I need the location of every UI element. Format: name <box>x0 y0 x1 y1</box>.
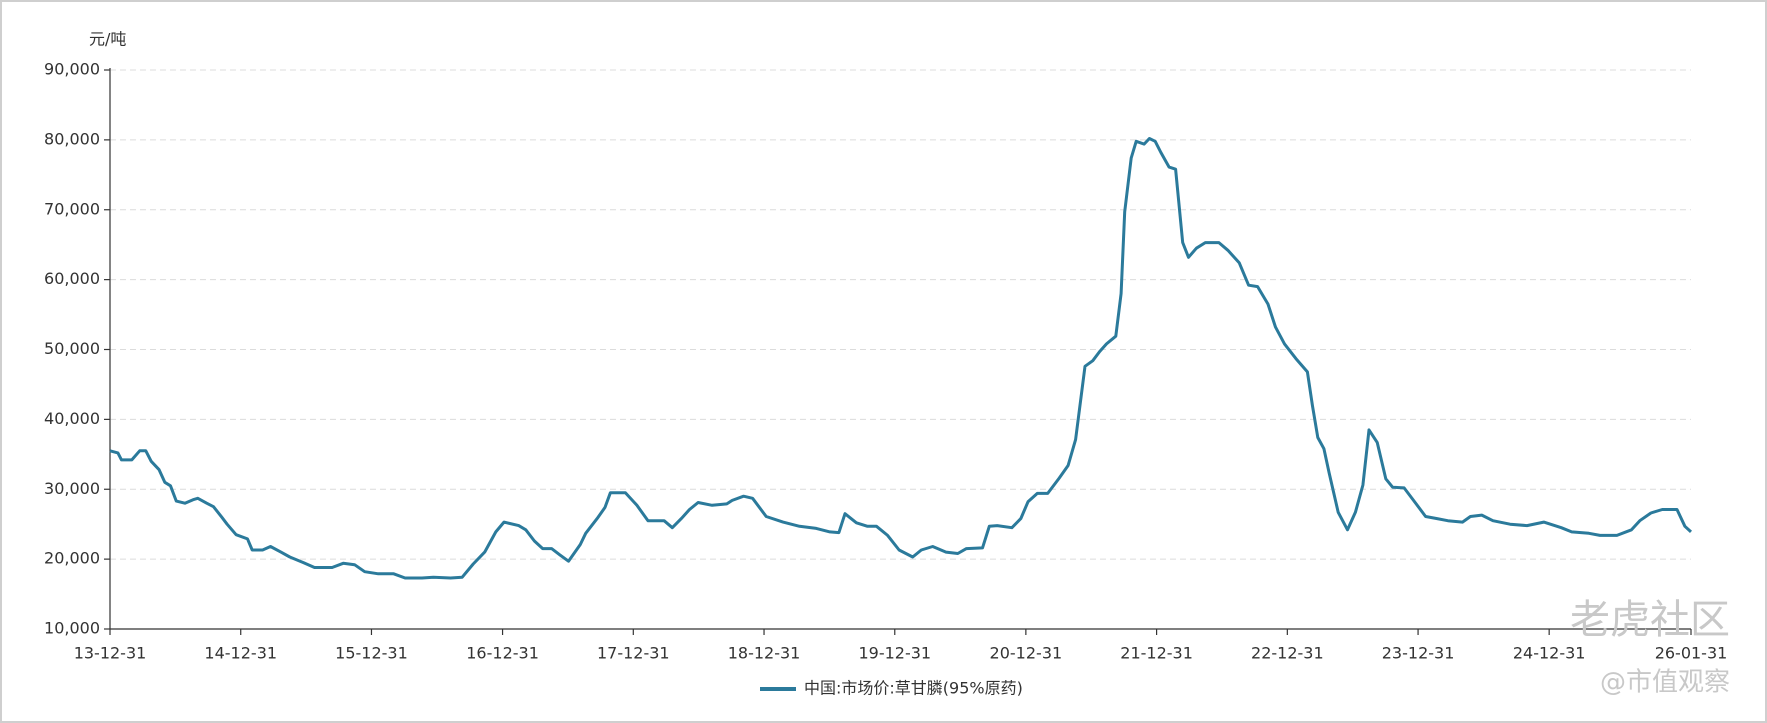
y-tick-label: 40,000 <box>44 409 100 428</box>
y-tick-label: 70,000 <box>44 199 100 218</box>
series-line <box>109 137 1693 580</box>
x-tick-label: 18-12-31 <box>728 644 801 663</box>
x-tick-label: 17-12-31 <box>597 644 670 663</box>
unit-label: 元/吨 <box>89 30 126 49</box>
x-tick-label: 14-12-31 <box>204 644 277 663</box>
x-tick-label: 19-12-31 <box>858 644 931 663</box>
x-tick-label: 15-12-31 <box>335 644 408 663</box>
x-tick-label: 13-12-31 <box>74 644 147 663</box>
y-tick-label: 90,000 <box>44 60 100 79</box>
y-tick-label: 60,000 <box>44 269 100 288</box>
x-tick-label: 23-12-31 <box>1382 644 1455 663</box>
x-tick-label: 20-12-31 <box>990 644 1063 663</box>
watermark: @市值观察 <box>1600 668 1730 698</box>
x-tick-label: 21-12-31 <box>1120 644 1193 663</box>
x-tick-label: 26-01-31 <box>1655 644 1728 663</box>
y-tick-label: 20,000 <box>44 549 100 568</box>
y-tick-label: 30,000 <box>44 479 100 498</box>
x-tick-label: 24-12-31 <box>1513 644 1586 663</box>
x-tick-label: 22-12-31 <box>1251 644 1324 663</box>
y-tick-label: 80,000 <box>44 129 100 148</box>
watermark: 老虎社区 <box>1570 597 1730 643</box>
y-tick-label: 10,000 <box>44 619 100 638</box>
y-tick-label: 50,000 <box>44 339 100 358</box>
legend-label: 中国:市场价:草甘膦(95%原药) <box>804 679 1023 698</box>
x-tick-label: 16-12-31 <box>466 644 539 663</box>
